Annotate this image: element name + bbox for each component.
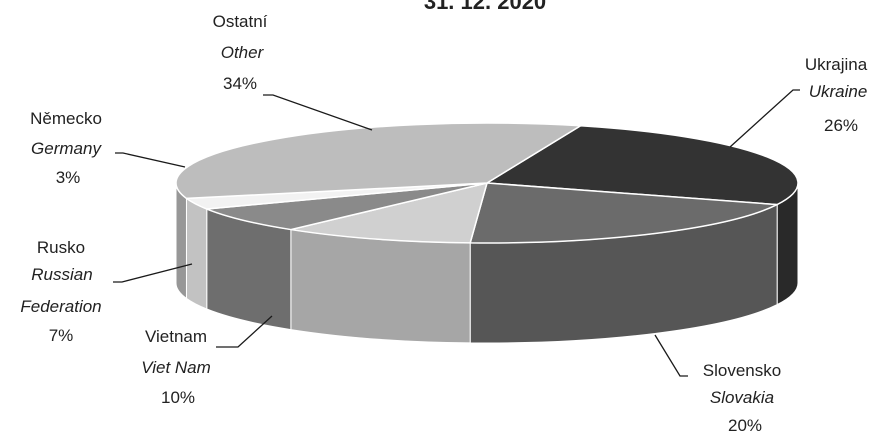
slice-value-label: 20% [728, 416, 762, 434]
pie-slice-russian-federation [206, 182, 488, 231]
chart-title: 31. 12. 2020 [424, 0, 546, 14]
leader-line-germany [115, 152, 186, 168]
pie-slice-slovakia [469, 182, 778, 244]
slice-value-label: 26% [824, 116, 858, 135]
leader-line-viet-nam [216, 315, 273, 348]
leader-line-ukraine [729, 89, 800, 148]
slice-value-label: 3% [56, 168, 81, 187]
slice-label-germany: Německo Germany 3% [30, 109, 102, 187]
slice-label-en: Slovakia [710, 388, 774, 407]
slice-value-label: 7% [49, 326, 74, 345]
slice-label-slovakia: Slovensko Slovakia 20% [703, 361, 781, 434]
slice-label-cz: Ostatní [213, 12, 268, 31]
slice-label-en: Ukraine [809, 82, 868, 101]
pie-side-germany [185, 197, 208, 310]
slice-label-en: Germany [31, 139, 102, 158]
slice-label-cz: Vietnam [145, 327, 207, 346]
slice-value-label: 10% [161, 388, 195, 407]
slice-label-cz: Slovensko [703, 361, 781, 380]
leader-line-russian-federation [113, 263, 193, 283]
slice-value-label: 34% [223, 74, 257, 93]
pie-sides [175, 182, 799, 344]
pie-tops [175, 122, 799, 244]
slice-label-russia: Rusko Russian Federation 7% [20, 238, 101, 345]
slice-label-en: Other [221, 43, 265, 62]
slice-label-ukraine: Ukrajina Ukraine 26% [805, 55, 868, 135]
leader-line-other [263, 94, 373, 131]
slice-label-en-line2: Federation [20, 297, 101, 316]
leader-line-slovakia [654, 334, 688, 377]
pie-side-viet-nam [290, 228, 471, 344]
slice-label-other: Ostatní Other 34% [213, 12, 268, 93]
slice-label-vietnam: Vietnam Viet Nam 10% [141, 327, 211, 407]
pie-slice-other [175, 122, 582, 200]
slice-label-en: Viet Nam [141, 358, 211, 377]
pie-side-other [175, 182, 187, 300]
slice-label-cz: Německo [30, 109, 102, 128]
slice-label-cz: Rusko [37, 238, 85, 257]
pie-slice-ukraine [486, 125, 799, 206]
slice-label-en-line1: Russian [31, 265, 92, 284]
slice-label-cz: Ukrajina [805, 55, 868, 74]
leader-lines [113, 89, 800, 377]
pie-slice-viet-nam [290, 182, 488, 244]
